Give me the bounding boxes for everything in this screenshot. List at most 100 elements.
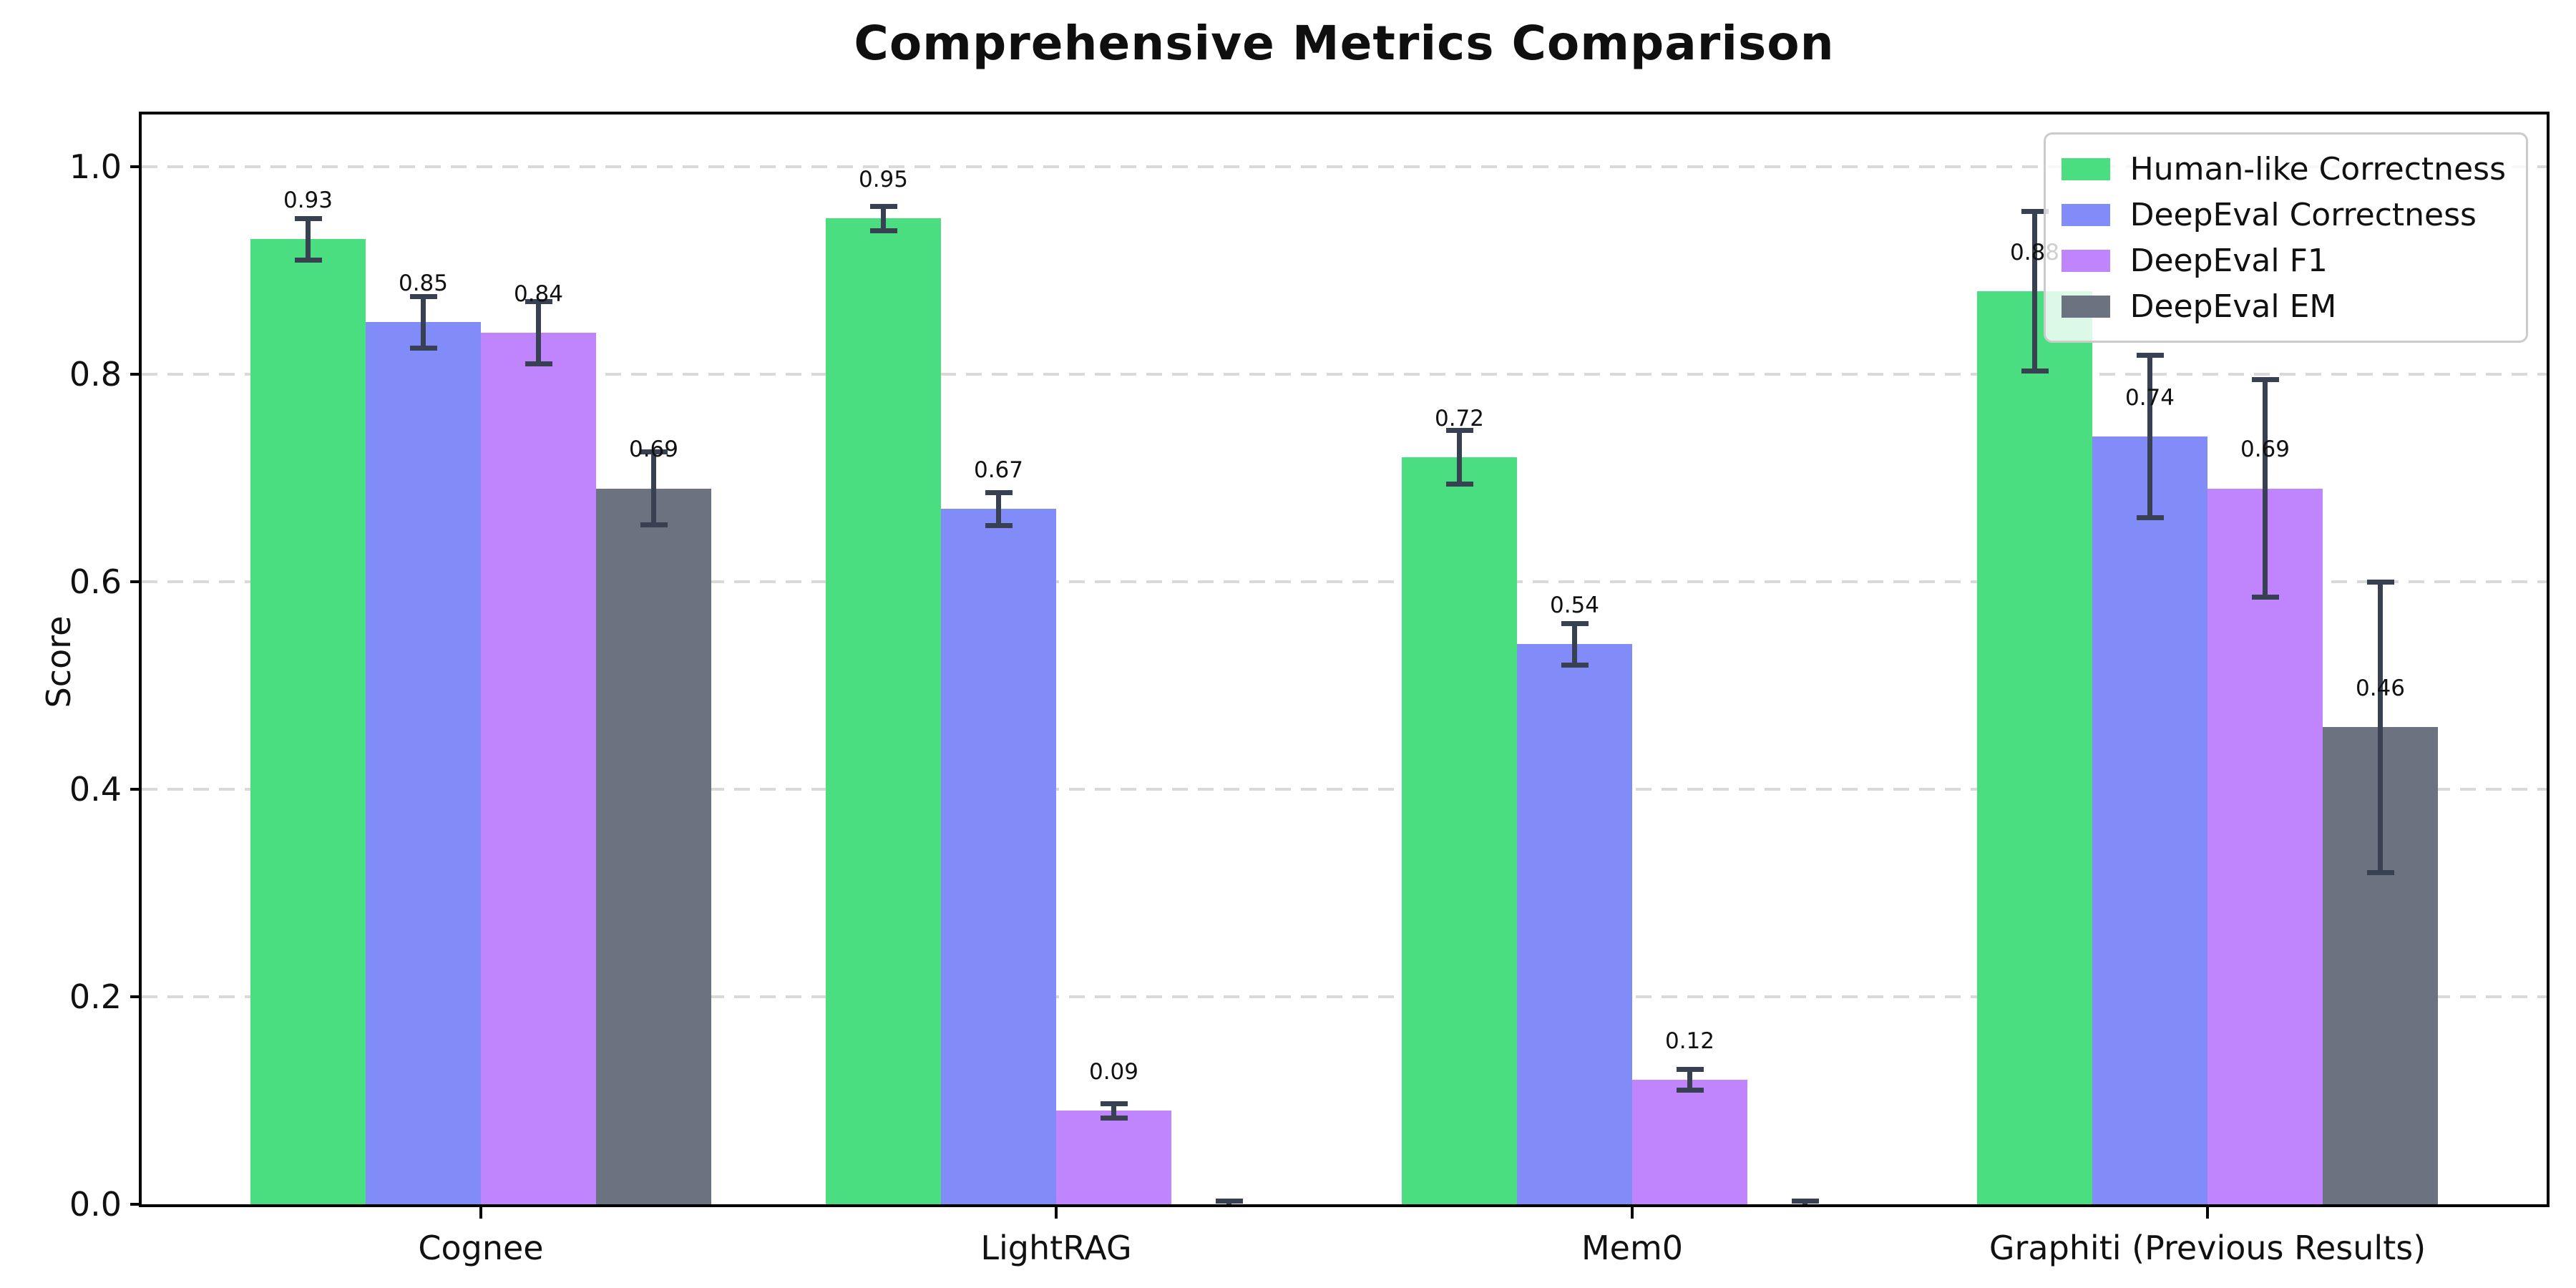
y-tick-label-0.6: 0.6 <box>69 562 122 601</box>
error-cap-top <box>2021 208 2049 214</box>
legend-swatch-deepeval-correctness <box>2061 203 2110 226</box>
gridline-0.8 <box>142 373 2547 376</box>
legend-label-human-like-correctness: Human-like Correctness <box>2129 150 2506 187</box>
error-cap-bottom <box>2366 869 2394 875</box>
legend-swatch-deepeval-em <box>2061 295 2110 318</box>
y-tick-label-0.8: 0.8 <box>69 355 122 394</box>
error-cap-bottom <box>985 523 1013 529</box>
y-axis-label: Score <box>39 615 78 708</box>
bar-value-label-cognee-deepeval-em: 0.69 <box>628 436 679 463</box>
legend-item-deepeval-correctness: DeepEval Correctness <box>2061 192 2506 238</box>
bar-value-label-mem0-deepeval-f1: 0.12 <box>1664 1028 1715 1054</box>
bar-value-label-graphiti-previous-results-deepeval-correctness: 0.74 <box>2124 384 2175 411</box>
plot-area: 0.93 0.95 0.72 0.88 0.85 0.67 0.54 0.74 0.84 0.09… <box>139 112 2550 1207</box>
error-cap-top <box>1215 1199 1243 1204</box>
error-cap-bottom <box>294 258 322 263</box>
error-cap-top <box>2251 376 2279 382</box>
error-bar-mem0-human-like-correctness <box>1457 430 1462 484</box>
x-tick-label-mem0: Mem0 <box>1581 1229 1684 1267</box>
chart-title: Comprehensive Metrics Comparison <box>854 16 1835 71</box>
bar-value-label-lightrag-human-like-correctness: 0.95 <box>858 167 909 193</box>
error-bar-graphiti-previous-results-deepeval-correctness <box>2147 355 2152 518</box>
error-bar-lightrag-deepeval-f1 <box>1111 1103 1116 1118</box>
error-cap-bottom <box>640 522 668 527</box>
error-cap-top <box>2366 579 2394 585</box>
x-axis-line <box>142 1204 2547 1207</box>
x-tick-mark-mem0 <box>1631 1207 1634 1219</box>
top-spine <box>142 112 2547 114</box>
error-cap-top <box>2136 353 2164 358</box>
error-cap-bottom <box>2136 514 2164 520</box>
x-tick-mark-lightrag <box>1055 1207 1058 1219</box>
error-bar-cognee-deepeval-correctness <box>421 296 426 348</box>
error-bar-cognee-human-like-correctness <box>306 218 311 260</box>
error-cap-bottom <box>525 361 552 366</box>
gridline-1.0 <box>142 165 2547 168</box>
error-cap-bottom <box>1100 1116 1128 1121</box>
bar-value-label-graphiti-previous-results-deepeval-f1: 0.69 <box>2240 436 2290 463</box>
error-cap-top <box>1100 1101 1128 1106</box>
error-cap-top <box>1561 620 1589 626</box>
y-tick-mark-1.0 <box>130 165 142 168</box>
error-bar-mem0-deepeval-correctness <box>1572 623 1577 665</box>
bar-value-label-lightrag-deepeval-correctness: 0.67 <box>973 457 1024 484</box>
y-tick-mark-0.2 <box>130 995 142 998</box>
error-cap-top <box>640 449 668 455</box>
bar-value-label-graphiti-previous-results-deepeval-em: 0.46 <box>2355 675 2406 701</box>
error-cap-top <box>985 489 1013 495</box>
legend-label-deepeval-em: DeepEval EM <box>2129 288 2337 325</box>
error-cap-top <box>1445 427 1473 433</box>
bar-graphiti-previous-results-human-like-correctness <box>1977 291 2092 1204</box>
bar-mem0-human-like-correctness <box>1402 457 1517 1204</box>
x-tick-label-lightrag: LightRAG <box>980 1229 1132 1267</box>
bar-value-label-mem0-deepeval-correctness: 0.54 <box>1549 592 1600 618</box>
bar-cognee-deepeval-f1 <box>481 333 596 1204</box>
legend-item-deepeval-em: DeepEval EM <box>2061 283 2506 329</box>
x-tick-mark-graphiti-previous-results <box>2206 1207 2209 1219</box>
legend-label-deepeval-f1: DeepEval F1 <box>2129 242 2328 279</box>
error-cap-top <box>294 216 322 221</box>
error-bar-lightrag-deepeval-correctness <box>996 492 1001 526</box>
y-tick-mark-0.4 <box>130 788 142 791</box>
y-axis-line <box>139 112 142 1207</box>
legend: Human-like Correctness DeepEval Correctne… <box>2043 132 2528 343</box>
y-tick-label-0.4: 0.4 <box>69 770 122 809</box>
bar-cognee-deepeval-em <box>596 489 711 1204</box>
y-tick-mark-0.8 <box>130 373 142 376</box>
error-bar-cognee-deepeval-em <box>651 452 656 525</box>
bar-value-label-lightrag-deepeval-f1: 0.09 <box>1088 1059 1139 1085</box>
bar-value-label-cognee-deepeval-correctness: 0.85 <box>398 270 449 297</box>
error-cap-bottom <box>409 346 437 351</box>
bar-cognee-deepeval-correctness <box>366 322 481 1204</box>
bar-mem0-deepeval-correctness <box>1517 644 1632 1204</box>
error-bar-mem0-deepeval-f1 <box>1687 1069 1692 1091</box>
bar-lightrag-deepeval-correctness <box>941 509 1056 1204</box>
error-cap-bottom <box>1561 662 1589 668</box>
y-tick-mark-0.0 <box>130 1203 142 1206</box>
bar-value-label-cognee-human-like-correctness: 0.93 <box>283 187 333 214</box>
bar-value-label-mem0-human-like-correctness: 0.72 <box>1434 405 1485 431</box>
y-tick-label-1.0: 1.0 <box>69 147 122 186</box>
right-spine <box>2547 112 2550 1207</box>
legend-item-human-like-correctness: Human-like Correctness <box>2061 146 2506 192</box>
error-cap-top <box>525 299 552 304</box>
error-cap-top <box>1676 1067 1704 1072</box>
error-cap-top <box>1791 1199 1819 1204</box>
error-bar-graphiti-previous-results-deepeval-f1 <box>2263 379 2268 597</box>
x-tick-label-graphiti-previous-results: Graphiti (Previous Results) <box>1989 1229 2426 1267</box>
bar-graphiti-previous-results-deepeval-correctness <box>2092 436 2207 1204</box>
error-cap-bottom <box>869 228 897 234</box>
error-cap-bottom <box>1676 1088 1704 1093</box>
bar-lightrag-deepeval-f1 <box>1056 1111 1171 1204</box>
error-bar-graphiti-previous-results-human-like-correctness <box>2032 211 2037 371</box>
bar-graphiti-previous-results-deepeval-f1 <box>2207 489 2323 1204</box>
bar-value-label-cognee-deepeval-f1: 0.84 <box>513 280 564 307</box>
error-bar-lightrag-human-like-correctness <box>881 206 886 231</box>
legend-label-deepeval-correctness: DeepEval Correctness <box>2129 196 2477 233</box>
gridline-0.4 <box>142 788 2547 791</box>
y-tick-label-0.2: 0.2 <box>69 977 122 1016</box>
y-tick-label-0.0: 0.0 <box>69 1185 122 1224</box>
legend-swatch-deepeval-f1 <box>2061 249 2110 272</box>
gridline-0.6 <box>142 580 2547 583</box>
